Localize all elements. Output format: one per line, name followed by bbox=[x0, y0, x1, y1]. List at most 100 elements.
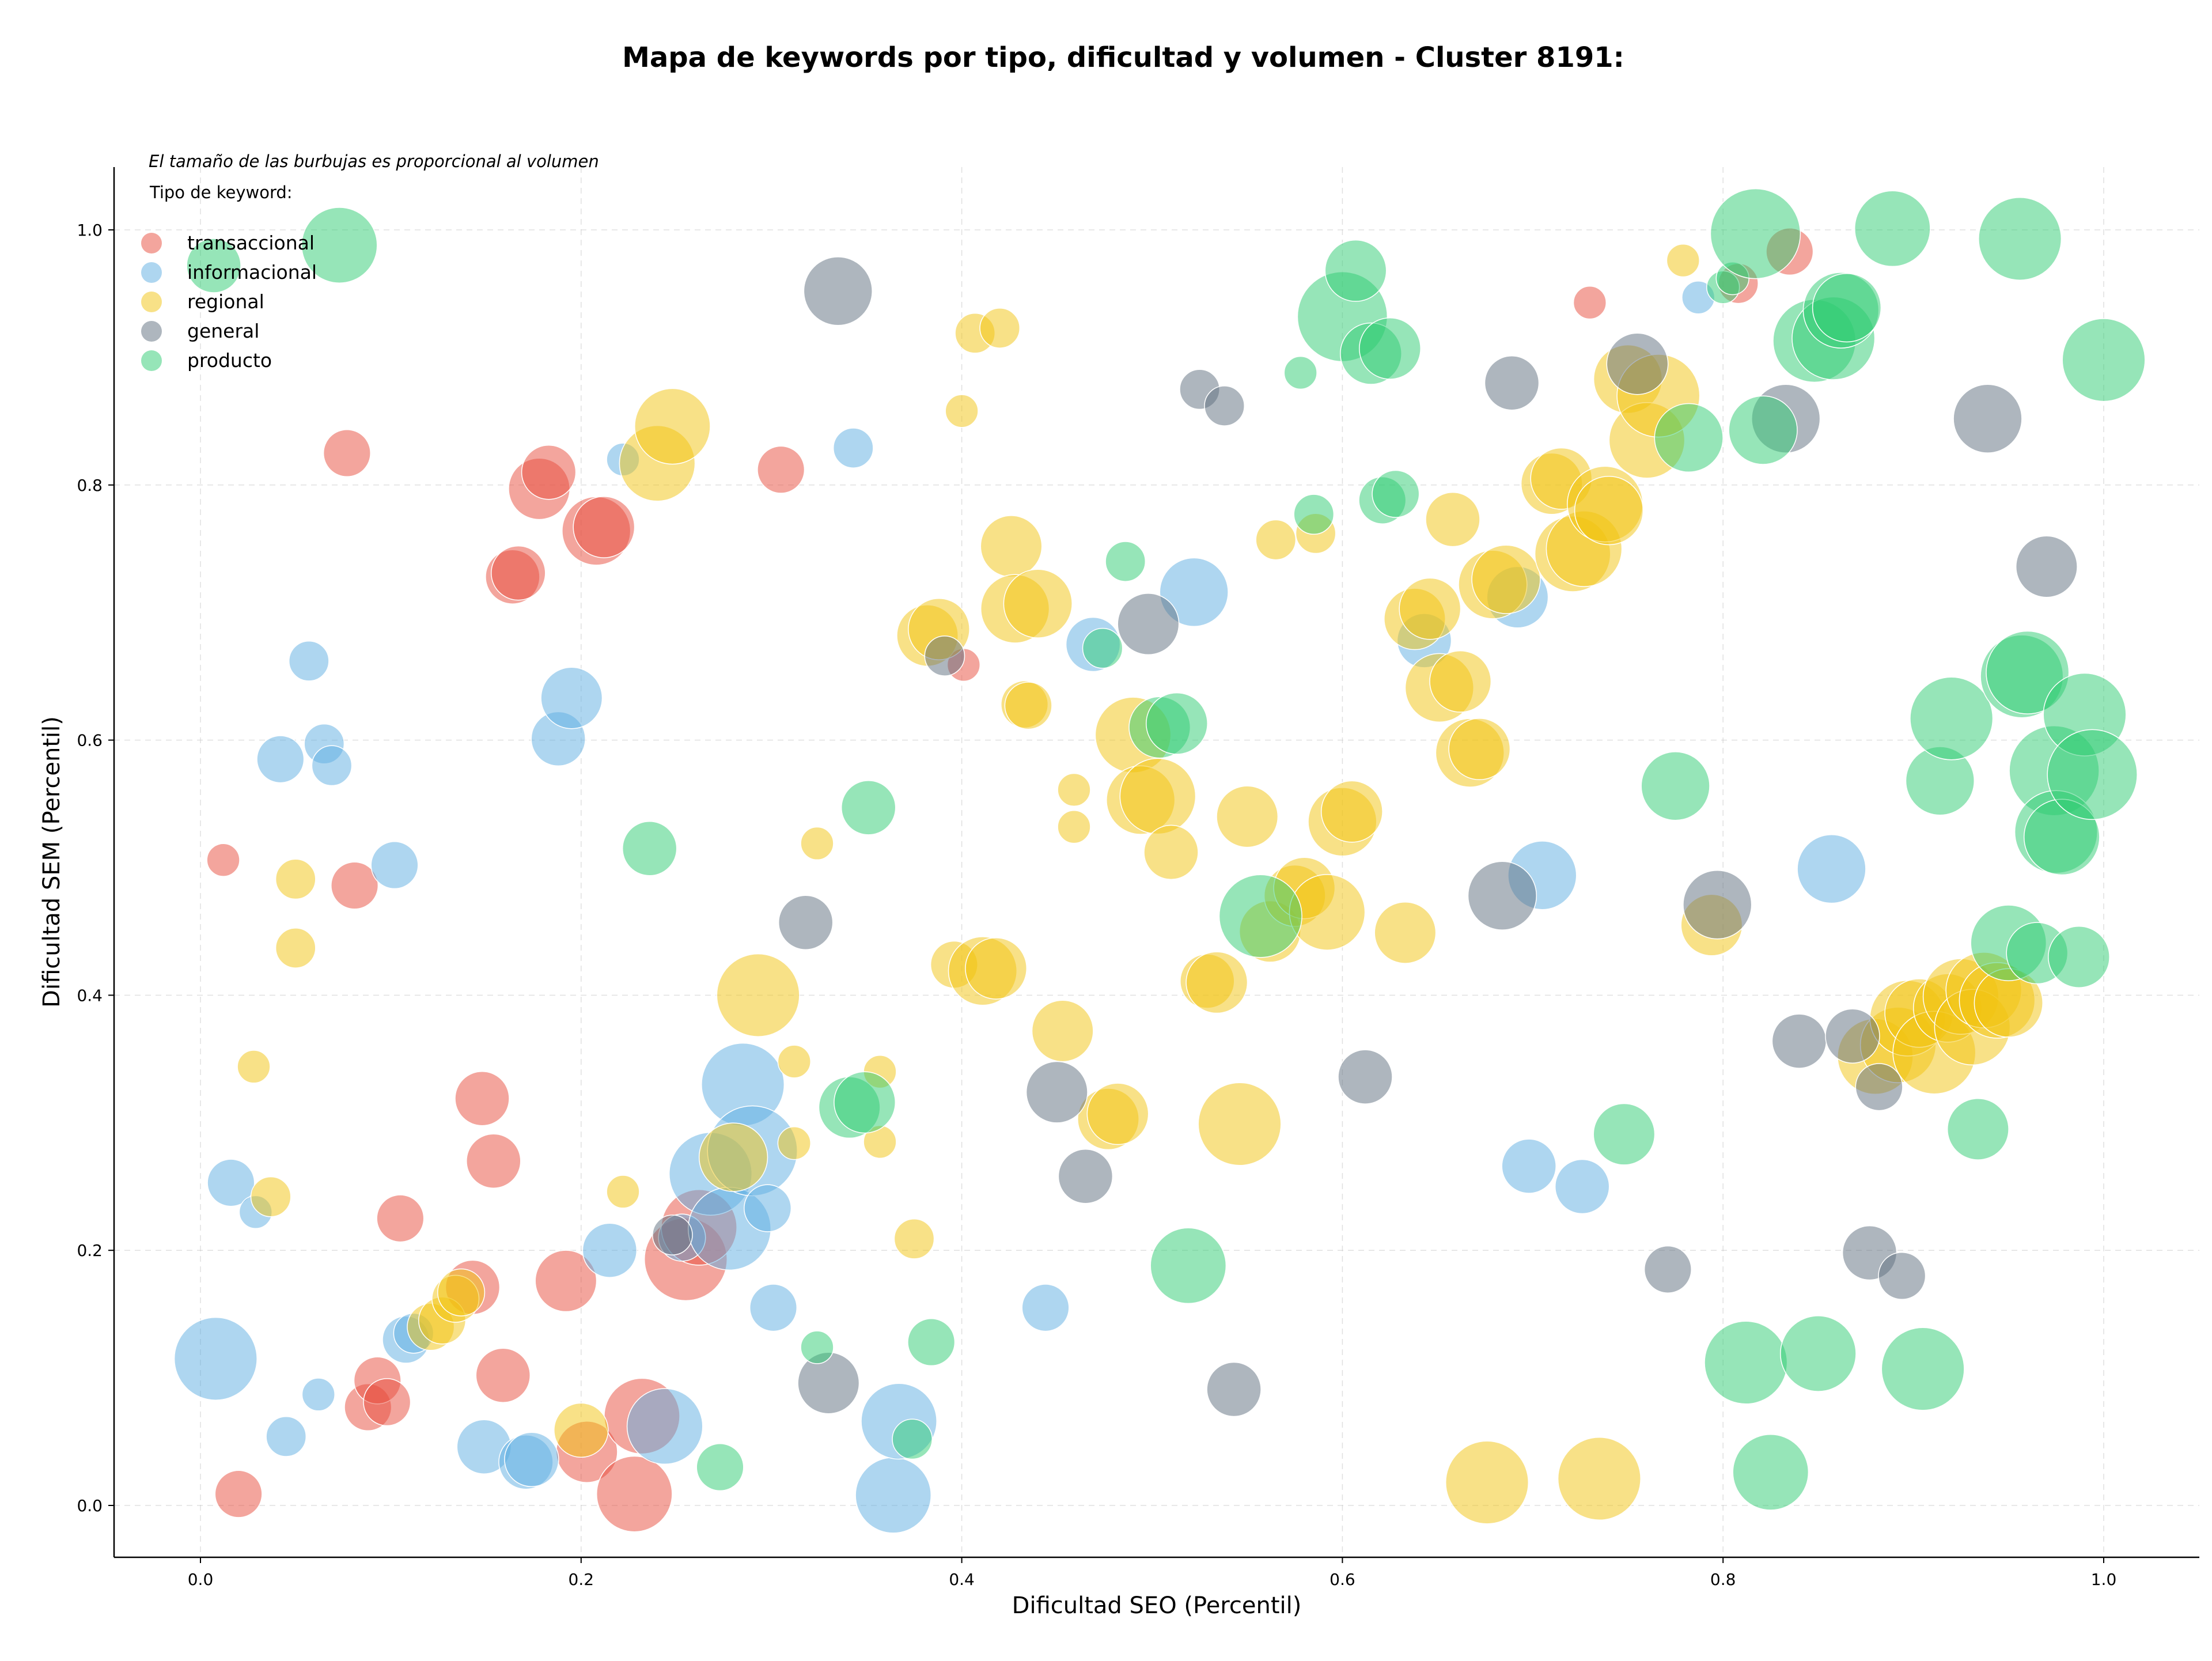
point-informacional bbox=[1021, 1284, 1070, 1332]
point-transaccional bbox=[331, 861, 379, 910]
legend-marker-transaccional bbox=[141, 233, 162, 253]
point-regional bbox=[1185, 951, 1248, 1014]
point-general bbox=[1643, 1245, 1692, 1293]
legend-label-general: general bbox=[187, 320, 259, 342]
point-informacional bbox=[582, 1223, 638, 1278]
point-general bbox=[1683, 870, 1752, 940]
point-regional bbox=[275, 928, 316, 968]
point-general bbox=[797, 1352, 860, 1414]
point-producto bbox=[2062, 318, 2146, 402]
point-producto bbox=[2048, 926, 2110, 988]
point-transaccional bbox=[214, 1470, 263, 1518]
point-regional bbox=[1119, 758, 1196, 835]
point-regional bbox=[1320, 780, 1383, 843]
point-general bbox=[652, 1214, 693, 1255]
point-transaccional bbox=[454, 1070, 510, 1126]
point-general bbox=[1771, 1013, 1827, 1069]
point-informacional bbox=[301, 1378, 335, 1412]
point-producto bbox=[301, 207, 378, 283]
legend-label-producto: producto bbox=[187, 349, 272, 372]
point-producto bbox=[1986, 630, 2070, 714]
point-informacional bbox=[744, 1184, 792, 1232]
point-informacional bbox=[1797, 834, 1866, 904]
point-transaccional bbox=[521, 444, 577, 500]
point-regional bbox=[800, 826, 834, 861]
point-regional bbox=[1004, 682, 1052, 730]
grid bbox=[114, 167, 2199, 1557]
point-general bbox=[1025, 1061, 1088, 1123]
point-transaccional bbox=[376, 1194, 425, 1243]
point-producto bbox=[1146, 692, 1208, 755]
y-tick-label: 0.6 bbox=[77, 731, 103, 750]
point-regional bbox=[634, 388, 711, 465]
point-regional bbox=[437, 1268, 486, 1316]
x-tick-label: 0.6 bbox=[1330, 1570, 1355, 1589]
point-general bbox=[1117, 593, 1180, 656]
point-regional bbox=[1198, 1082, 1282, 1166]
point-producto bbox=[1324, 239, 1387, 302]
point-informacional bbox=[540, 667, 603, 729]
y-tick-label: 0.8 bbox=[77, 476, 103, 495]
point-general bbox=[2015, 535, 2078, 598]
point-transaccional bbox=[323, 429, 371, 478]
point-producto bbox=[834, 1071, 896, 1134]
point-regional bbox=[1557, 1436, 1641, 1521]
point-regional bbox=[1471, 544, 1541, 614]
point-transaccional bbox=[475, 1348, 531, 1403]
point-informacional bbox=[311, 745, 353, 786]
point-producto bbox=[1732, 1434, 1809, 1511]
ticks: 0.0 0.2 0.4 0.6 0.8 1.0 0.0 0.2 0.4 0.6 0.8 1.0 bbox=[77, 221, 2116, 1589]
point-regional bbox=[1057, 810, 1091, 844]
size-note: El tamaño de las burbujas es proporciona… bbox=[149, 152, 599, 171]
point-regional bbox=[777, 1045, 811, 1079]
point-informacional bbox=[266, 1416, 307, 1457]
point-producto bbox=[1704, 1321, 1788, 1405]
point-general bbox=[1206, 1361, 1262, 1417]
point-regional bbox=[698, 1122, 768, 1192]
point-transaccional bbox=[206, 843, 240, 877]
point-producto bbox=[1812, 273, 1882, 343]
point-regional bbox=[1003, 569, 1073, 638]
point-regional bbox=[1255, 519, 1297, 561]
legend: transaccional informacional regional genera… bbox=[141, 232, 317, 372]
point-informacional bbox=[1501, 1138, 1556, 1194]
point-general bbox=[1058, 1149, 1113, 1204]
point-regional bbox=[893, 1218, 935, 1259]
point-regional bbox=[979, 308, 1021, 349]
point-producto bbox=[1150, 1227, 1227, 1304]
legend-label-transaccional: transaccional bbox=[187, 232, 315, 254]
point-regional bbox=[1143, 824, 1199, 880]
point-general bbox=[1855, 1063, 1903, 1111]
point-transaccional bbox=[466, 1133, 521, 1189]
point-regional bbox=[777, 1126, 811, 1160]
point-general bbox=[924, 635, 965, 676]
point-transaccional bbox=[757, 445, 805, 494]
legend-marker-general bbox=[141, 321, 162, 342]
point-producto bbox=[1293, 494, 1335, 535]
point-producto bbox=[1593, 1103, 1656, 1166]
point-informacional bbox=[749, 1284, 798, 1332]
point-producto bbox=[892, 1418, 933, 1460]
point-producto bbox=[1910, 676, 1994, 760]
point-producto bbox=[1654, 403, 1724, 473]
y-tick-label: 0.0 bbox=[77, 1496, 103, 1515]
legend-marker-regional bbox=[141, 292, 162, 312]
x-tick-label: 0.0 bbox=[188, 1570, 214, 1589]
point-transaccional bbox=[491, 545, 546, 601]
legend-marker-informacional bbox=[141, 262, 162, 283]
point-producto bbox=[1780, 1315, 1857, 1392]
point-transaccional bbox=[573, 495, 635, 558]
point-producto bbox=[1283, 355, 1317, 390]
point-regional bbox=[275, 858, 316, 900]
point-general bbox=[1338, 1049, 1393, 1104]
point-producto bbox=[1641, 751, 1710, 821]
point-transaccional bbox=[1573, 286, 1607, 320]
chart-title: Mapa de keywords por tipo, dificultad y … bbox=[622, 41, 1624, 74]
point-transaccional bbox=[596, 1455, 673, 1533]
point-producto bbox=[1372, 470, 1420, 518]
point-producto bbox=[1854, 190, 1931, 267]
point-regional bbox=[1445, 1440, 1529, 1524]
point-regional bbox=[965, 937, 1028, 1000]
point-producto bbox=[840, 780, 896, 835]
point-producto bbox=[800, 1330, 834, 1364]
